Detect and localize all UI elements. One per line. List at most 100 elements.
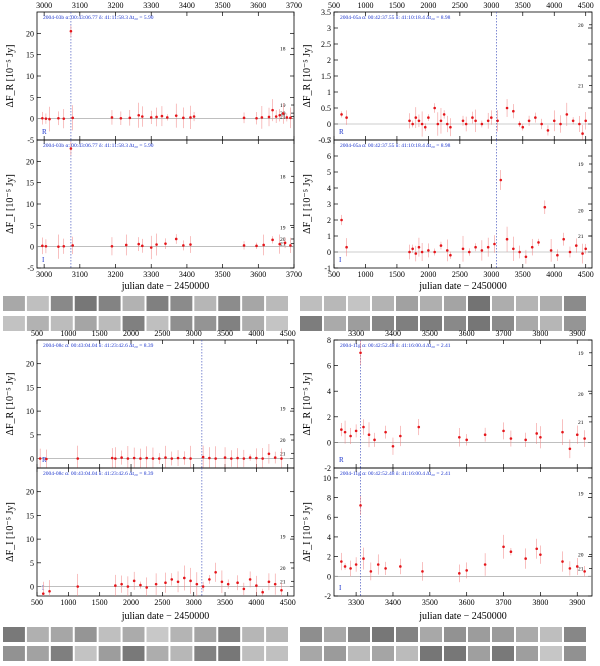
data-point [120, 456, 123, 459]
data-point [369, 570, 373, 573]
data-point [505, 106, 509, 110]
thumbnail-image [266, 646, 288, 661]
data-point [271, 108, 274, 112]
y-tick-label: 8 [327, 336, 331, 345]
y-tick-label: 15 [26, 51, 34, 60]
data-point [581, 252, 584, 255]
y-tick-label: 15 [26, 511, 34, 520]
data-point [414, 252, 418, 255]
y-tick-label: 7 [327, 136, 331, 145]
data-point [164, 242, 167, 245]
data-point [280, 457, 283, 460]
data-point [518, 250, 521, 254]
data-point [274, 115, 278, 118]
y-tick-label: 20 [26, 360, 34, 369]
x-tick-label: 3000 [483, 270, 499, 279]
thumbnail-image [348, 296, 370, 311]
chart-1: 5005001000100015001500200020002500250030… [300, 1, 594, 331]
data-point [164, 581, 167, 585]
data-point [160, 114, 164, 118]
y-tick-label: 3.5 [321, 8, 331, 17]
data-point [427, 116, 430, 119]
data-point [176, 456, 180, 460]
y-tick-label: 15 [26, 179, 34, 188]
y-tick-label: 6 [327, 362, 331, 371]
data-point [110, 244, 114, 248]
data-point [575, 433, 579, 437]
data-point [411, 122, 414, 126]
y-tick-label: 5 [30, 431, 34, 440]
magnitude-label: 21 [578, 566, 584, 572]
x-tick-label-top: 3700 [496, 329, 512, 338]
data-point [581, 132, 584, 135]
thumbnail-image [122, 316, 145, 331]
data-point [183, 576, 186, 580]
data-point [340, 428, 343, 431]
x-tick-label: 3800 [532, 598, 548, 607]
thumbnail-image [26, 646, 49, 661]
x-tick-label-top: 4500 [578, 1, 594, 10]
x-tick-label: 2500 [452, 270, 468, 279]
thumbnail-image [146, 627, 169, 642]
data-point [41, 592, 45, 595]
data-point [201, 585, 205, 588]
data-point [345, 116, 348, 119]
x-tick-label-top: 2500 [452, 1, 468, 10]
x-axis-label: julian date − 2450000 [121, 281, 210, 292]
x-tick-label: 1500 [92, 598, 108, 607]
data-point [223, 456, 227, 459]
data-point [248, 578, 252, 581]
magnitude-label: 21 [578, 84, 584, 90]
data-point [540, 122, 543, 126]
y-axis-label: ΔF_I [10⁻⁵ Jy] [5, 502, 16, 562]
panel-R: -5 0 5 10 15 20 ΔF_R [10⁻⁵ Jy] 2004-03b α: 00:4… [5, 11, 295, 145]
thumbnail-image [540, 646, 562, 661]
panel-header: 2004-03b α: 00:43:06.77 δ: 41:11:58.3 Δt… [43, 15, 154, 21]
data-point [571, 119, 575, 123]
data-point [490, 116, 493, 119]
thumbnail-image [324, 316, 346, 331]
y-tick-label: 2 [327, 413, 331, 422]
thumbnail-image [50, 316, 73, 331]
y-tick-label: 0 [30, 583, 34, 592]
thumbnail-image [516, 296, 538, 311]
x-axis-label: julian date − 2450000 [418, 281, 507, 292]
magnitude-label: 20 [280, 237, 286, 243]
data-point [524, 438, 527, 442]
data-point [189, 116, 192, 119]
data-point [182, 244, 185, 247]
data-point [41, 116, 44, 120]
thumbnail-image [266, 316, 288, 331]
thumbnail-image [146, 296, 169, 311]
data-point [195, 582, 199, 586]
x-tick-label: 1000 [357, 270, 373, 279]
data-point [192, 115, 196, 118]
x-tick-label-top: 500 [328, 1, 340, 10]
data-point [474, 245, 477, 249]
y-tick-label: 10 [26, 535, 34, 544]
data-point [176, 580, 180, 584]
data-point [411, 247, 414, 251]
y-tick-label: 2 [327, 216, 331, 225]
data-point [535, 547, 539, 551]
data-point [174, 237, 178, 241]
data-point [534, 116, 537, 119]
data-point [62, 244, 66, 248]
y-tick-label: 5 [327, 168, 331, 177]
data-point [474, 119, 477, 123]
data-point [140, 115, 144, 118]
band-label: R [42, 456, 47, 464]
thumbnail-image [324, 627, 346, 642]
data-point [537, 241, 540, 244]
data-point [110, 456, 114, 460]
y-tick-label: 4 [327, 387, 331, 396]
thumbnail-image [170, 646, 193, 661]
data-point [261, 590, 264, 594]
data-point [114, 457, 117, 460]
thumbnail-image [194, 296, 217, 311]
x-tick-label: 3300 [143, 270, 159, 279]
thumbnail-image [516, 646, 538, 661]
data-point [57, 245, 60, 248]
data-point [373, 438, 376, 442]
x-tick-label: 500 [328, 270, 340, 279]
